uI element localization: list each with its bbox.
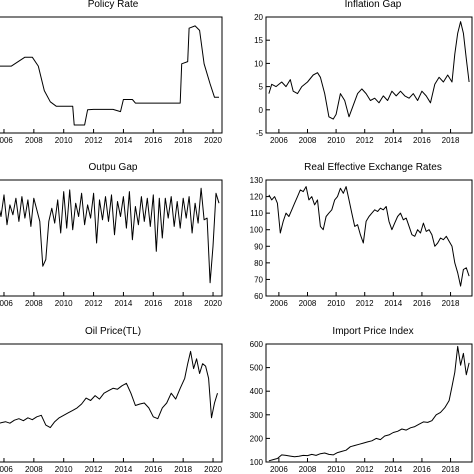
x-tick-label: 2018 — [174, 299, 192, 308]
y-tick-label: 80 — [254, 259, 263, 268]
y-tick-label: 70 — [254, 275, 263, 284]
y-tick-label: 600 — [250, 340, 264, 349]
x-tick-label: 2014 — [384, 465, 402, 474]
x-tick-label: 2016 — [413, 465, 431, 474]
chart-panel-1: Policy Rate 2006 2008 2010 2012 2014 2016 2018 2… — [0, 0, 223, 145]
x-tick-label: 2006 — [270, 299, 288, 308]
y-tick-label: 110 — [250, 209, 263, 218]
x-tick-label: 2006 — [0, 465, 13, 474]
plot-frame — [265, 343, 473, 463]
chart-panel-3: Outpu Gap 2006 2008 2010 2012 2014 2016 2018 202… — [0, 162, 223, 308]
x-tick-label: 2018 — [174, 465, 192, 474]
x-tick-label: 2010 — [55, 465, 73, 474]
series-line — [268, 186, 470, 287]
x-tick-label: 2006 — [270, 136, 288, 145]
x-tick-label: 2008 — [25, 465, 43, 474]
x-tick-label: 2010 — [327, 465, 345, 474]
y-tick-label: 130 — [250, 176, 264, 185]
series-line — [0, 350, 218, 429]
x-tick-label: 2016 — [413, 136, 431, 145]
y-tick-label: 5 — [259, 83, 264, 92]
x-tick-label: 2018 — [442, 299, 460, 308]
x-tick-label: 2008 — [299, 136, 317, 145]
x-tick-label: 2020 — [204, 299, 222, 308]
y-tick-label: 90 — [254, 242, 263, 251]
y-tick-label: 60 — [254, 292, 263, 301]
series-line — [0, 187, 220, 284]
y-tick-label: 100 — [250, 226, 264, 235]
x-tick-label: 2020 — [204, 465, 222, 474]
x-tick-label: 2012 — [356, 465, 374, 474]
x-tick-label: 2020 — [204, 136, 222, 145]
x-tick-label: 2006 — [270, 465, 288, 474]
plot-frame — [0, 16, 223, 134]
plot-frame — [0, 179, 223, 297]
y-tick-label: 500 — [250, 364, 264, 373]
x-tick-label: 2006 — [0, 136, 13, 145]
x-tick-label: 2014 — [384, 136, 402, 145]
x-tick-label: 2010 — [327, 136, 345, 145]
chart-title: Outpu Gap — [89, 162, 138, 173]
x-tick-label: 2012 — [356, 299, 374, 308]
series-line — [0, 25, 219, 126]
x-tick-label: 2012 — [356, 136, 374, 145]
series-line — [268, 21, 470, 120]
chart-panel-5: Oil Price(TL) 2006 2008 2010 2012 2014 2016 201… — [0, 326, 223, 474]
x-tick-label: 2012 — [85, 136, 103, 145]
x-tick-label: 2016 — [144, 465, 162, 474]
x-tick-label: 2018 — [442, 465, 460, 474]
chart-title: Real Effective Exchange Rates — [304, 162, 442, 173]
x-tick-label: 2010 — [327, 299, 345, 308]
chart-panel-4: Real Effective Exchange Rates 2006 2008 201… — [250, 162, 473, 308]
x-tick-label: 2012 — [85, 299, 103, 308]
x-tick-label: 2014 — [115, 299, 133, 308]
y-tick-label: 20 — [254, 13, 263, 22]
y-tick-label: 300 — [250, 411, 264, 420]
series-line — [268, 345, 470, 462]
x-tick-label: 2018 — [174, 136, 192, 145]
x-tick-label: 2018 — [442, 136, 460, 145]
chart-panel-6: Import Price Index 2006 2008 2010 2012 2014 20… — [250, 326, 473, 474]
chart-title: Oil Price(TL) — [85, 326, 141, 337]
chart-title: Inflation Gap — [345, 0, 402, 10]
x-tick-label: 2010 — [55, 136, 73, 145]
x-tick-label: 2006 — [0, 299, 13, 308]
x-tick-label: 2016 — [144, 136, 162, 145]
y-tick-label: 10 — [254, 59, 263, 68]
x-tick-label: 2008 — [25, 136, 43, 145]
y-tick-label: 15 — [254, 36, 263, 45]
y-tick-label: 100 — [250, 458, 264, 467]
y-tick-label: 200 — [250, 434, 264, 443]
x-tick-label: 2014 — [115, 136, 133, 145]
y-tick-label: -5 — [256, 129, 264, 138]
x-tick-label: 2016 — [144, 299, 162, 308]
x-tick-label: 2008 — [25, 299, 43, 308]
x-tick-label: 2010 — [55, 299, 73, 308]
x-tick-label: 2016 — [413, 299, 431, 308]
y-tick-label: 0 — [259, 106, 264, 115]
x-tick-label: 2008 — [299, 465, 317, 474]
chart-title: Import Price Index — [332, 326, 413, 337]
plot-frame — [0, 343, 223, 463]
y-tick-label: 400 — [250, 387, 264, 396]
chart-title: Policy Rate — [88, 0, 139, 10]
plot-frame — [265, 16, 473, 134]
y-tick-label: 120 — [250, 193, 264, 202]
x-tick-label: 2008 — [299, 299, 317, 308]
plot-frame — [265, 179, 473, 297]
x-tick-label: 2012 — [85, 465, 103, 474]
x-tick-label: 2014 — [115, 465, 133, 474]
x-tick-label: 2014 — [384, 299, 402, 308]
